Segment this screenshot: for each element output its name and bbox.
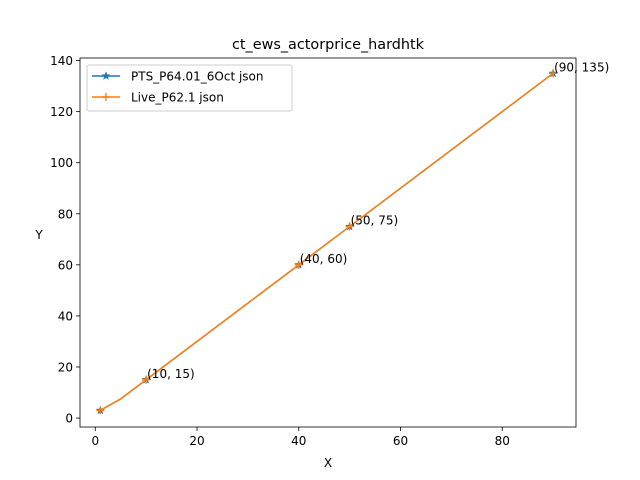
x-tick-label: 0 xyxy=(91,434,99,448)
point-annotation: (10, 15) xyxy=(147,367,195,381)
x-tick-label: 40 xyxy=(291,434,306,448)
series-2-point xyxy=(294,260,303,269)
series-2-point xyxy=(345,222,354,231)
legend: PTS_P64.01_6Oct json Live_P62.1 json xyxy=(86,64,293,112)
y-tick-label: 80 xyxy=(58,207,73,221)
x-tick-label: 60 xyxy=(393,434,408,448)
y-tick-label: 140 xyxy=(50,54,73,68)
series-line-2 xyxy=(99,72,554,412)
y-tick-label: 60 xyxy=(58,258,73,272)
x-tick-label: 20 xyxy=(189,434,204,448)
x-axis-label: X xyxy=(324,456,332,470)
series-2-point xyxy=(96,406,105,415)
y-tick-label: 40 xyxy=(58,309,73,323)
legend-label-1: PTS_P64.01_6Oct json xyxy=(131,70,264,84)
point-annotation: (50, 75) xyxy=(351,214,399,228)
legend-label-2: Live_P62.1 json xyxy=(131,91,224,105)
y-tick-label: 0 xyxy=(65,412,73,426)
legend-box xyxy=(86,64,293,112)
legend-marker-2 xyxy=(102,93,110,101)
y-axis-label: Y xyxy=(34,228,43,242)
axes-frame xyxy=(79,57,577,428)
y-tick-label: 20 xyxy=(58,360,73,374)
series-2-point xyxy=(549,69,558,78)
point-annotation: (40, 60) xyxy=(300,252,348,266)
point-annotation: (90, 135) xyxy=(554,60,609,74)
series-2-point xyxy=(142,375,151,384)
plot-area xyxy=(95,68,558,415)
chart-title: ct_ews_actorprice_hardhtk xyxy=(232,37,425,53)
y-tick-label: 120 xyxy=(50,105,73,119)
legend-marker-1 xyxy=(101,71,111,81)
x-tick-label: 80 xyxy=(495,434,510,448)
y-tick-label: 100 xyxy=(50,156,73,170)
